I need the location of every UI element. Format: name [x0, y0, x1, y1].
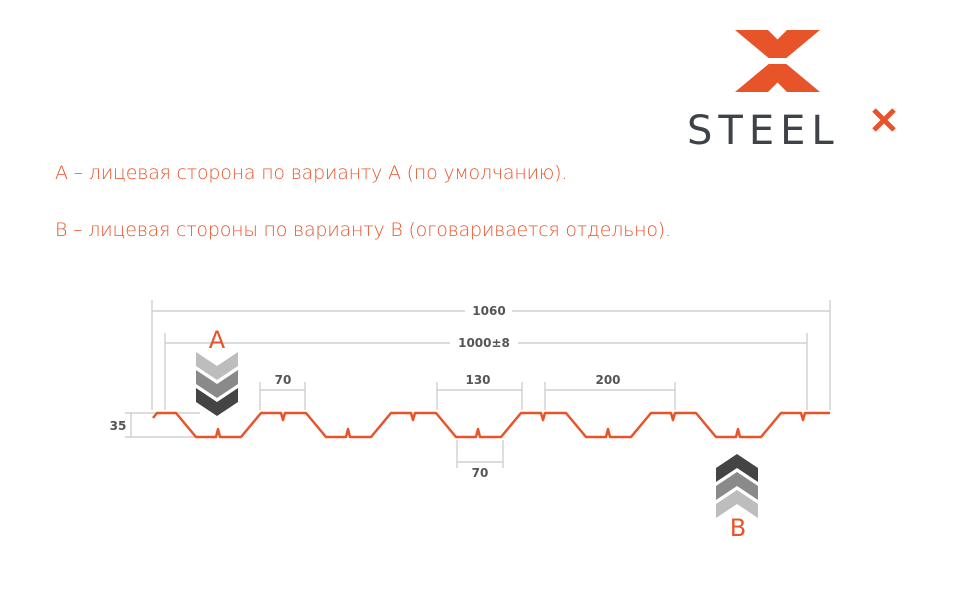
logo-wordmark: STEEL	[687, 108, 840, 154]
dim-pitch: 200	[595, 373, 620, 387]
side-a-label: A	[209, 326, 226, 354]
dim-working-width: 1000±8	[458, 336, 510, 350]
dim-height: 35	[110, 419, 127, 433]
dim-rib-width: 130	[465, 373, 490, 387]
dimension-lines	[125, 300, 831, 468]
sheet-profile-line	[152, 411, 830, 439]
dim-bottom-flange: 70	[472, 466, 489, 480]
dim-total-width: 1060	[472, 304, 505, 318]
dim-top-flange: 70	[275, 373, 292, 387]
note-side-b: B – лицевая стороны по варианту B (огова…	[55, 219, 671, 241]
logo-superscript-x-icon	[872, 108, 896, 132]
side-b-label: B	[730, 514, 746, 542]
note-side-a: A – лицевая сторона по варианту A (по ум…	[55, 162, 568, 184]
steelx-logo-mark	[735, 30, 820, 92]
side-a-chevrons-icon	[196, 352, 238, 416]
side-b-chevrons-icon	[716, 454, 758, 518]
